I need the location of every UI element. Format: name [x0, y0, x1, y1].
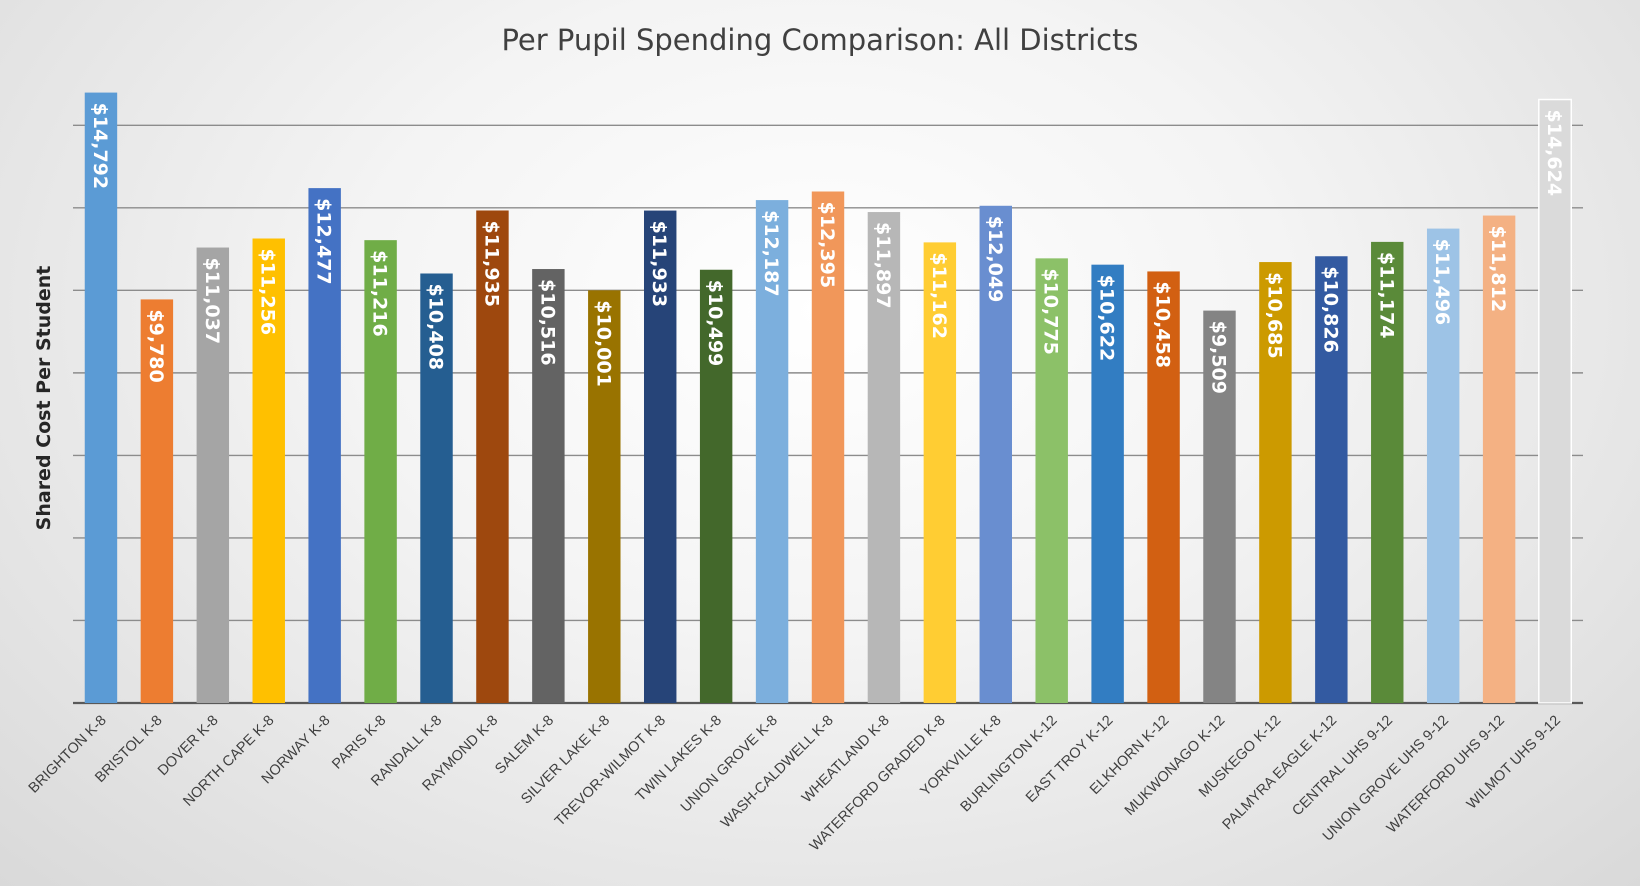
bar — [1147, 271, 1180, 703]
bar — [1259, 262, 1292, 703]
bar — [1035, 258, 1068, 703]
bar-value-label: $14,624 — [1543, 110, 1565, 197]
bar-value-label: $11,174 — [1375, 252, 1397, 339]
bar-value-label: $10,408 — [425, 283, 447, 370]
bar-value-label: $14,792 — [89, 103, 111, 190]
category-label: WILMOT UHS 9-12 — [1464, 713, 1564, 813]
bar-value-label: $10,516 — [536, 279, 558, 366]
category-label: BRIGHTON K-8 — [26, 713, 110, 797]
bar — [1371, 241, 1404, 703]
bar-value-label: $9,780 — [145, 309, 167, 382]
bar — [532, 269, 565, 703]
bar-value-label: $10,622 — [1096, 275, 1118, 362]
bar — [308, 188, 341, 704]
bar-value-label: $9,509 — [1207, 321, 1229, 394]
bar — [1426, 228, 1460, 704]
bar-value-label: $11,256 — [257, 249, 279, 336]
category-label: MUKWONAGO K-12 — [1122, 713, 1228, 819]
bar — [1315, 256, 1348, 703]
bar-value-label: $11,162 — [928, 252, 950, 339]
bar-value-label: $10,685 — [1263, 272, 1285, 359]
bar-value-label: $10,499 — [704, 280, 726, 367]
category-label: TREVOR-WILMOT K-8 — [552, 713, 669, 830]
bar — [923, 242, 957, 703]
bar — [811, 191, 845, 703]
bar-value-label: $11,897 — [872, 222, 894, 309]
bar-value-label: $11,496 — [1431, 239, 1453, 326]
bar-value-label: $12,187 — [760, 210, 782, 297]
bar — [699, 269, 733, 703]
bar — [196, 247, 230, 703]
bar — [867, 212, 901, 703]
category-label: UNION GROVE K-8 — [678, 713, 781, 816]
bar — [1091, 264, 1124, 703]
bar-value-label: $10,826 — [1319, 266, 1341, 353]
bar-value-label: $12,395 — [816, 201, 838, 288]
bar — [588, 290, 621, 703]
bar — [755, 200, 789, 703]
category-label: PARIS K-8 — [329, 713, 389, 773]
bar-value-label: $10,458 — [1152, 281, 1174, 368]
bar — [364, 240, 397, 703]
data-labels: $14,792 $9,780 $11,037 $11,256 $12,477 $11,21… — [89, 103, 1565, 394]
bar — [979, 205, 1012, 703]
category-label: PALMYRA EAGLE K-12 — [1220, 713, 1341, 834]
bar-value-label: $11,037 — [201, 258, 223, 345]
bar — [1482, 215, 1516, 703]
bar — [1203, 310, 1236, 703]
category-label: CENTRAL UHS 9-12 — [1289, 713, 1396, 820]
bar-value-label: $10,775 — [1040, 268, 1062, 355]
bar-value-label: $11,935 — [480, 220, 502, 307]
y-axis-label: Shared Cost Per Student — [33, 266, 55, 531]
bar — [476, 210, 509, 703]
bars — [84, 92, 1573, 704]
bar — [420, 273, 453, 703]
bar-value-label: $11,216 — [369, 250, 391, 337]
bar — [84, 92, 118, 703]
bar-value-label: $12,477 — [313, 198, 335, 285]
bar-value-label: $11,812 — [1487, 226, 1509, 313]
bar-value-label: $12,049 — [984, 216, 1006, 303]
bar — [252, 238, 285, 704]
category-label: BURLINGTON K-12 — [958, 713, 1061, 816]
bar-value-label: $11,933 — [648, 221, 670, 308]
bar-value-label: $10,001 — [592, 300, 614, 387]
bar — [644, 210, 677, 703]
bar — [140, 299, 174, 703]
category-label: WASH-CALDWELL K-8 — [718, 713, 837, 832]
chart-title: Per Pupil Spending Comparison: All Distr… — [501, 23, 1138, 57]
bar — [1538, 98, 1573, 704]
